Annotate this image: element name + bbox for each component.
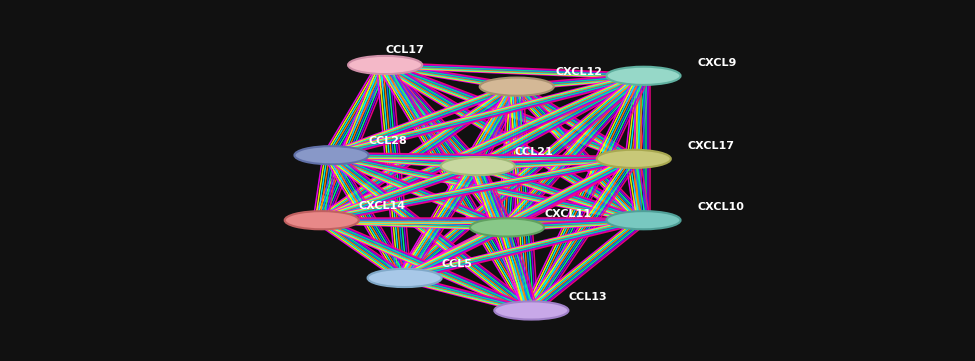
Ellipse shape (494, 301, 568, 319)
Text: CXCL11: CXCL11 (544, 209, 591, 219)
Ellipse shape (441, 157, 515, 175)
Ellipse shape (597, 150, 671, 168)
Text: CCL17: CCL17 (385, 44, 424, 55)
Ellipse shape (606, 67, 681, 85)
Text: CCL28: CCL28 (369, 136, 408, 146)
Text: CCL21: CCL21 (515, 147, 554, 157)
Ellipse shape (606, 211, 681, 229)
Text: CXCL10: CXCL10 (697, 203, 744, 213)
Text: CCL13: CCL13 (568, 292, 607, 302)
Ellipse shape (348, 56, 422, 74)
Ellipse shape (470, 218, 544, 236)
Text: CXCL14: CXCL14 (359, 201, 406, 211)
Text: CCL5: CCL5 (442, 259, 473, 269)
Ellipse shape (294, 146, 369, 164)
Text: CXCL12: CXCL12 (556, 67, 603, 77)
Text: CXCL9: CXCL9 (697, 58, 736, 68)
Ellipse shape (285, 211, 359, 229)
Ellipse shape (480, 78, 554, 96)
Text: CXCL17: CXCL17 (687, 142, 734, 152)
Ellipse shape (368, 269, 442, 287)
